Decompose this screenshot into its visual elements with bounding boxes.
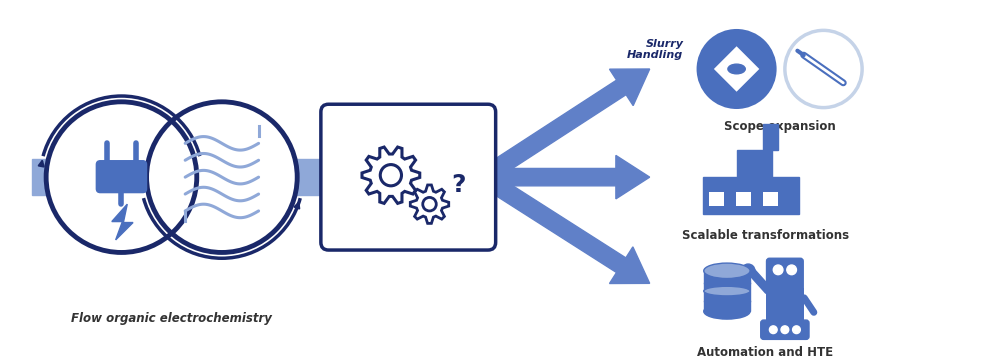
Circle shape bbox=[698, 30, 775, 108]
Text: ?: ? bbox=[451, 173, 466, 197]
Polygon shape bbox=[703, 150, 799, 214]
Ellipse shape bbox=[728, 64, 745, 74]
FancyBboxPatch shape bbox=[96, 161, 147, 193]
FancyBboxPatch shape bbox=[761, 320, 809, 339]
Ellipse shape bbox=[704, 303, 750, 319]
Polygon shape bbox=[112, 204, 133, 240]
FancyBboxPatch shape bbox=[767, 258, 803, 291]
Ellipse shape bbox=[704, 286, 750, 296]
Circle shape bbox=[148, 104, 295, 251]
Bar bbox=[766, 288, 804, 322]
Bar bbox=[704, 271, 750, 311]
Circle shape bbox=[781, 326, 789, 334]
Circle shape bbox=[773, 265, 783, 275]
Circle shape bbox=[741, 264, 755, 278]
FancyArrow shape bbox=[32, 159, 355, 195]
Circle shape bbox=[793, 326, 800, 334]
Text: Slurry
Handling: Slurry Handling bbox=[627, 39, 683, 60]
Circle shape bbox=[769, 326, 777, 334]
Text: Scalable transformations: Scalable transformations bbox=[682, 229, 849, 242]
Polygon shape bbox=[715, 48, 758, 90]
Text: Scope expansion: Scope expansion bbox=[724, 121, 836, 134]
FancyArrow shape bbox=[478, 69, 650, 184]
Polygon shape bbox=[763, 124, 778, 150]
FancyBboxPatch shape bbox=[321, 104, 496, 250]
Text: Automation and HTE: Automation and HTE bbox=[697, 346, 834, 359]
FancyArrow shape bbox=[478, 170, 650, 284]
Ellipse shape bbox=[704, 263, 750, 279]
Text: Flow organic electrochemistry: Flow organic electrochemistry bbox=[71, 312, 272, 325]
Bar bbox=[763, 192, 778, 206]
Bar bbox=[709, 192, 724, 206]
Polygon shape bbox=[748, 269, 771, 293]
Bar bbox=[736, 192, 751, 206]
Circle shape bbox=[787, 265, 796, 275]
FancyArrow shape bbox=[483, 156, 650, 199]
Text: Reactor design: Reactor design bbox=[356, 127, 461, 140]
Circle shape bbox=[48, 104, 195, 251]
